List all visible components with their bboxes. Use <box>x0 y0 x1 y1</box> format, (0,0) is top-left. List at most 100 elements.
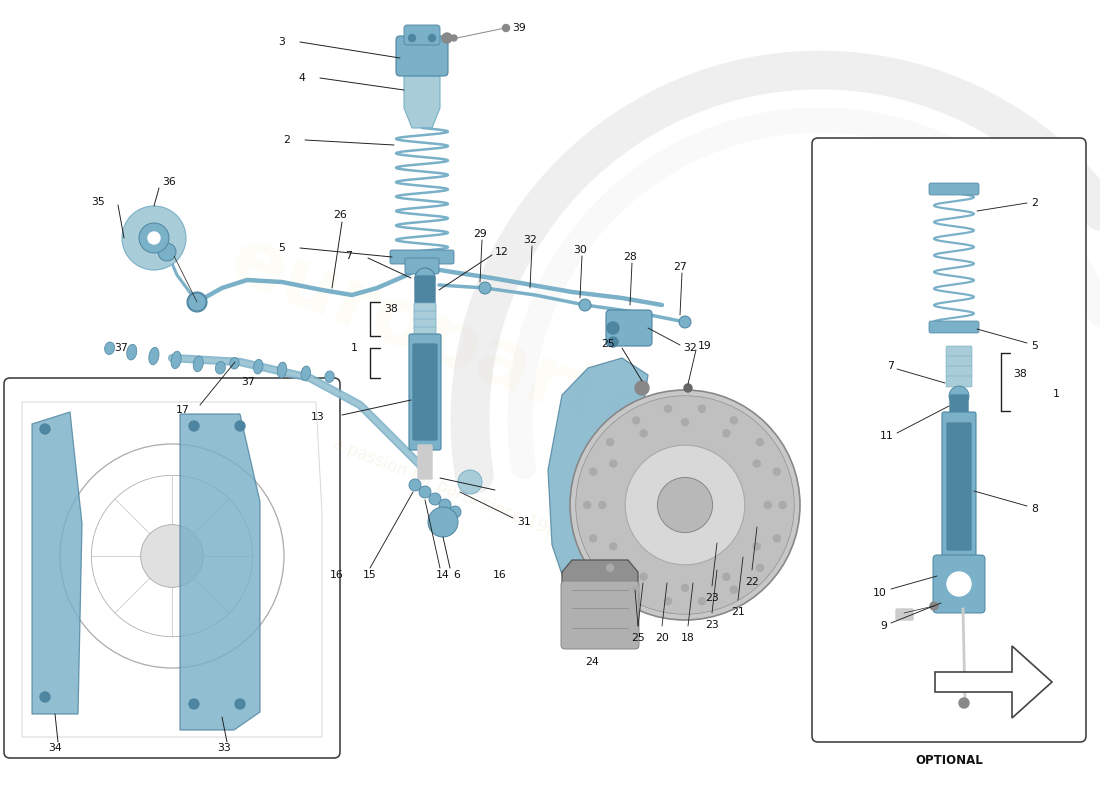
Circle shape <box>959 698 969 708</box>
Circle shape <box>189 421 199 431</box>
Text: 32: 32 <box>524 235 537 245</box>
Circle shape <box>723 430 730 437</box>
Text: OPTIONAL: OPTIONAL <box>915 754 983 767</box>
Circle shape <box>698 598 705 605</box>
Circle shape <box>684 384 692 392</box>
Text: 38: 38 <box>384 304 398 314</box>
Text: 21: 21 <box>732 607 745 617</box>
Text: 4: 4 <box>298 73 305 83</box>
Polygon shape <box>404 72 440 128</box>
Circle shape <box>609 460 617 467</box>
FancyBboxPatch shape <box>812 138 1086 742</box>
FancyBboxPatch shape <box>405 258 439 274</box>
Text: 37: 37 <box>114 343 128 353</box>
Circle shape <box>682 418 689 426</box>
Circle shape <box>779 502 786 509</box>
Ellipse shape <box>324 371 334 382</box>
Circle shape <box>930 602 938 610</box>
Circle shape <box>584 502 591 509</box>
Circle shape <box>409 479 421 491</box>
FancyBboxPatch shape <box>414 319 436 329</box>
Polygon shape <box>32 412 82 714</box>
Circle shape <box>947 572 971 596</box>
Circle shape <box>764 502 771 509</box>
Circle shape <box>609 543 617 550</box>
Circle shape <box>730 586 737 593</box>
Circle shape <box>189 699 199 709</box>
Circle shape <box>730 417 737 424</box>
Circle shape <box>429 34 436 42</box>
Circle shape <box>579 299 591 311</box>
Circle shape <box>458 470 482 494</box>
Circle shape <box>187 292 207 312</box>
Text: 2: 2 <box>283 135 290 145</box>
Circle shape <box>664 406 671 412</box>
FancyBboxPatch shape <box>950 395 968 417</box>
Text: 37: 37 <box>241 377 255 387</box>
Ellipse shape <box>170 351 182 369</box>
Text: 15: 15 <box>363 570 377 580</box>
Circle shape <box>679 316 691 328</box>
Text: 19: 19 <box>698 341 712 351</box>
Polygon shape <box>562 560 638 648</box>
Text: 16: 16 <box>330 570 344 580</box>
Text: 5: 5 <box>278 243 285 253</box>
Text: 3: 3 <box>278 37 285 47</box>
Text: 17: 17 <box>176 405 190 415</box>
Text: 28: 28 <box>623 252 637 262</box>
Circle shape <box>235 699 245 709</box>
Polygon shape <box>22 402 322 737</box>
Text: 39: 39 <box>512 23 526 33</box>
FancyBboxPatch shape <box>946 356 972 367</box>
Circle shape <box>606 564 614 571</box>
Text: europarts: europarts <box>219 221 661 459</box>
Circle shape <box>158 243 176 261</box>
FancyBboxPatch shape <box>606 310 652 346</box>
Text: 7: 7 <box>887 361 894 371</box>
Circle shape <box>429 493 441 505</box>
Circle shape <box>122 206 186 270</box>
Text: 9: 9 <box>880 621 887 631</box>
Polygon shape <box>548 358 648 592</box>
Text: 5: 5 <box>1031 341 1038 351</box>
Circle shape <box>188 293 206 311</box>
Circle shape <box>148 232 159 244</box>
Circle shape <box>408 34 416 42</box>
Text: 26: 26 <box>333 210 346 220</box>
Text: 36: 36 <box>162 177 176 187</box>
Text: 13: 13 <box>311 412 324 422</box>
Circle shape <box>625 445 745 565</box>
FancyBboxPatch shape <box>414 303 436 313</box>
Circle shape <box>449 506 461 518</box>
Ellipse shape <box>301 366 310 381</box>
Text: 12: 12 <box>495 247 508 257</box>
Text: 11: 11 <box>880 431 894 441</box>
Circle shape <box>682 584 689 591</box>
FancyBboxPatch shape <box>896 609 913 620</box>
Text: 24: 24 <box>585 657 598 667</box>
FancyBboxPatch shape <box>942 412 976 561</box>
Circle shape <box>632 417 639 424</box>
Circle shape <box>606 438 614 446</box>
Circle shape <box>698 406 705 412</box>
FancyBboxPatch shape <box>947 423 971 550</box>
Circle shape <box>428 507 458 537</box>
Circle shape <box>503 25 509 31</box>
Circle shape <box>139 223 169 253</box>
Polygon shape <box>180 414 260 730</box>
Text: 18: 18 <box>681 633 695 643</box>
Text: 29: 29 <box>473 229 487 239</box>
Text: 38: 38 <box>1013 369 1026 379</box>
Circle shape <box>439 499 451 511</box>
Circle shape <box>608 337 618 347</box>
Circle shape <box>575 396 794 614</box>
FancyBboxPatch shape <box>946 366 972 377</box>
FancyBboxPatch shape <box>409 334 441 450</box>
Circle shape <box>442 33 452 43</box>
Circle shape <box>415 268 434 288</box>
Circle shape <box>757 564 763 571</box>
Text: 27: 27 <box>673 262 686 272</box>
Circle shape <box>478 282 491 294</box>
Text: 6: 6 <box>453 570 460 580</box>
Text: 1: 1 <box>351 343 358 353</box>
